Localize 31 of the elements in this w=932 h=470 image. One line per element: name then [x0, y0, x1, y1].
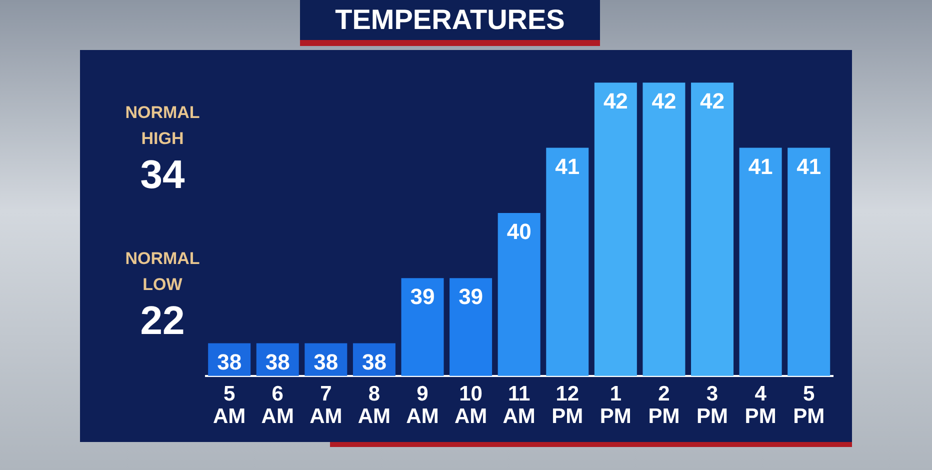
data-label: 42 [652, 88, 676, 114]
data-label: 38 [217, 349, 242, 374]
data-label: 38 [314, 349, 338, 374]
data-label: 39 [458, 284, 484, 310]
text: 34 [139, 152, 186, 198]
data-label: 38 [362, 349, 386, 374]
x-tick-label: 11 AM [502, 382, 536, 428]
x-tick-label: 5 PM [793, 382, 825, 428]
x-tick-label: 7 AM [310, 382, 342, 428]
chart-title: TEMPERATURES [300, 0, 600, 46]
x-tick-label: 9 AM [406, 382, 439, 428]
data-label: 41 [796, 154, 822, 179]
x-tick-label: 5 AM [212, 382, 246, 428]
text: NORMAL HIGH [124, 102, 201, 150]
x-tick-label: 10 AM [454, 382, 488, 428]
x-tick-label: 8 AM [358, 382, 391, 428]
x-tick-label: 2 PM [648, 382, 680, 428]
x-tick-label: 12 PM [552, 382, 584, 428]
x-tick-label: 4 PM [744, 382, 776, 428]
data-label: 42 [603, 88, 628, 114]
data-label: 41 [555, 154, 580, 179]
x-tick-label: 1 PM [600, 382, 632, 428]
x-tick-label: 3 PM [696, 382, 728, 428]
x-tick-label: 6 AM [261, 382, 294, 428]
text: 22 [139, 298, 186, 344]
data-label: 38 [265, 349, 290, 374]
data-label: 41 [748, 154, 773, 179]
text: NORMAL LOW [124, 248, 201, 296]
data-label: 39 [410, 284, 435, 310]
data-label: 42 [700, 88, 725, 114]
data-label: 40 [506, 219, 532, 244]
